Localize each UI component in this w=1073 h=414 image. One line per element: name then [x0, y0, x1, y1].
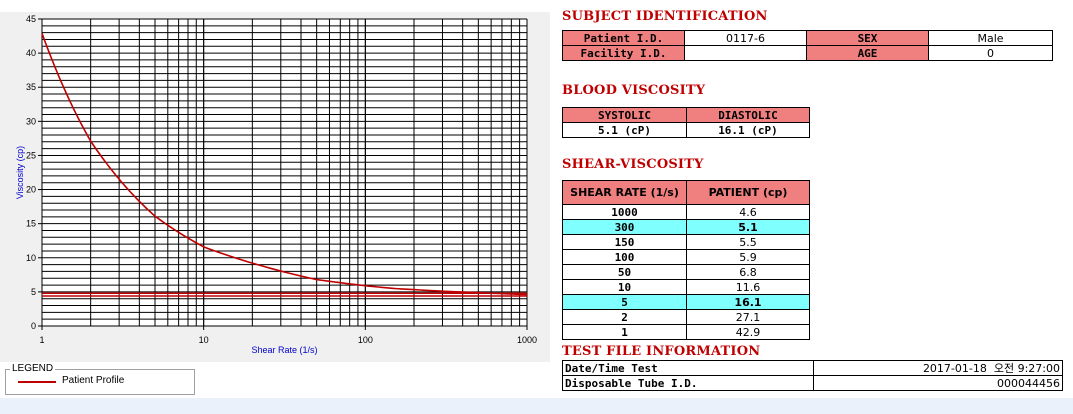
diastolic-label: DIASTOLIC	[686, 107, 810, 123]
shear-rate-cell: 100	[562, 249, 687, 265]
subject-title: SUBJECT IDENTIFICATION	[562, 9, 768, 24]
shear-rate-header: SHEAR RATE (1/s)	[562, 180, 687, 205]
patient-value-cell: 5.9	[686, 249, 810, 265]
subject-table: Patient I.D. 0117-6 SEX Male Facility I.…	[562, 30, 1053, 61]
shear-rate-cell: 1	[562, 324, 687, 340]
sex-label: SEX	[806, 30, 929, 46]
facility-id-label: Facility I.D.	[562, 45, 685, 61]
y-tick-label: 35	[26, 82, 36, 92]
diastolic-value: 16.1 (cP)	[686, 122, 810, 138]
table-row: 50 6.8	[562, 264, 810, 280]
table-row: 300 5.1	[562, 219, 810, 235]
testfile-title: TEST FILE INFORMATION	[562, 344, 761, 359]
y-tick-label: 25	[26, 150, 36, 160]
sex-value: Male	[928, 30, 1053, 46]
x-axis-label: Shear Rate (1/s)	[251, 345, 317, 355]
table-row: 1000 4.6	[562, 204, 810, 220]
shear-table: SHEAR RATE (1/s) PATIENT (cp) 1000 4.6 300…	[562, 180, 810, 340]
patient-value-cell: 5.1	[686, 219, 810, 235]
plot-area	[42, 19, 527, 326]
shear-title: SHEAR-VISCOSITY	[562, 157, 704, 172]
systolic-label: SYSTOLIC	[562, 107, 687, 123]
tube-id-label: Disposable Tube I.D.	[562, 375, 814, 391]
blood-table: SYSTOLIC DIASTOLIC 5.1 (cP) 16.1 (cP)	[562, 107, 810, 138]
y-tick-label: 30	[26, 116, 36, 126]
legend-label: Patient Profile	[62, 375, 125, 386]
viscosity-chart: 0 5 10 15 20 25 30 35 40 45 1 10 100 1000 Shear Rate (…	[0, 0, 550, 362]
y-tick-label: 15	[26, 219, 36, 229]
datetime-label: Date/Time Test	[562, 360, 814, 376]
patient-value-cell: 5.5	[686, 234, 810, 250]
x-tick-label: 1000	[517, 335, 537, 345]
patient-id-value: 0117-6	[684, 30, 807, 46]
x-tick-label: 1	[39, 335, 44, 345]
table-row: 5 16.1	[562, 294, 810, 310]
shear-rate-cell: 300	[562, 219, 687, 235]
patient-value-cell: 6.8	[686, 264, 810, 280]
table-row: 100 5.9	[562, 249, 810, 265]
table-row: 1 42.9	[562, 324, 810, 340]
x-tick-label: 10	[199, 335, 209, 345]
shear-rate-cell: 10	[562, 279, 687, 295]
testfile-table: Date/Time Test 2017-01-18 오전 9:27:00 Dis…	[562, 360, 1063, 391]
shear-rate-cell: 50	[562, 264, 687, 280]
legend-title: LEGEND	[10, 363, 56, 374]
table-row: 10 11.6	[562, 279, 810, 295]
patient-value-cell: 16.1	[686, 294, 810, 310]
patient-id-label: Patient I.D.	[562, 30, 685, 46]
datetime-value: 2017-01-18 오전 9:27:00	[813, 360, 1063, 376]
legend-box	[5, 369, 195, 395]
y-axis-label: Viscosity (cp)	[15, 146, 25, 199]
y-tick-label: 0	[31, 321, 36, 331]
facility-id-value	[684, 45, 807, 61]
x-tick-label: 100	[358, 335, 373, 345]
shear-rate-cell: 5	[562, 294, 687, 310]
age-value: 0	[928, 45, 1053, 61]
patient-value-cell: 11.6	[686, 279, 810, 295]
y-tick-label: 45	[26, 14, 36, 24]
table-row: 150 5.5	[562, 234, 810, 250]
patient-value-cell: 27.1	[686, 309, 810, 325]
patient-profile-line	[41, 33, 528, 296]
y-tick-label: 40	[26, 48, 36, 58]
age-label: AGE	[806, 45, 929, 61]
y-tick-label: 5	[31, 287, 36, 297]
patient-header: PATIENT (cp)	[686, 180, 810, 205]
table-row: 2 27.1	[562, 309, 810, 325]
shear-rate-cell: 1000	[562, 204, 687, 220]
chart-top-strip	[0, 0, 550, 12]
shear-rate-cell: 2	[562, 309, 687, 325]
blood-title: BLOOD VISCOSITY	[562, 83, 706, 98]
tube-id-value: 000044456	[813, 375, 1063, 391]
y-tick-label: 20	[26, 185, 36, 195]
systolic-value: 5.1 (cP)	[562, 122, 687, 138]
y-tick-label: 10	[26, 253, 36, 263]
bottom-band	[0, 398, 1073, 414]
patient-value-cell: 42.9	[686, 324, 810, 340]
patient-value-cell: 4.6	[686, 204, 810, 220]
legend-line-swatch	[18, 381, 56, 383]
shear-rate-cell: 150	[562, 234, 687, 250]
